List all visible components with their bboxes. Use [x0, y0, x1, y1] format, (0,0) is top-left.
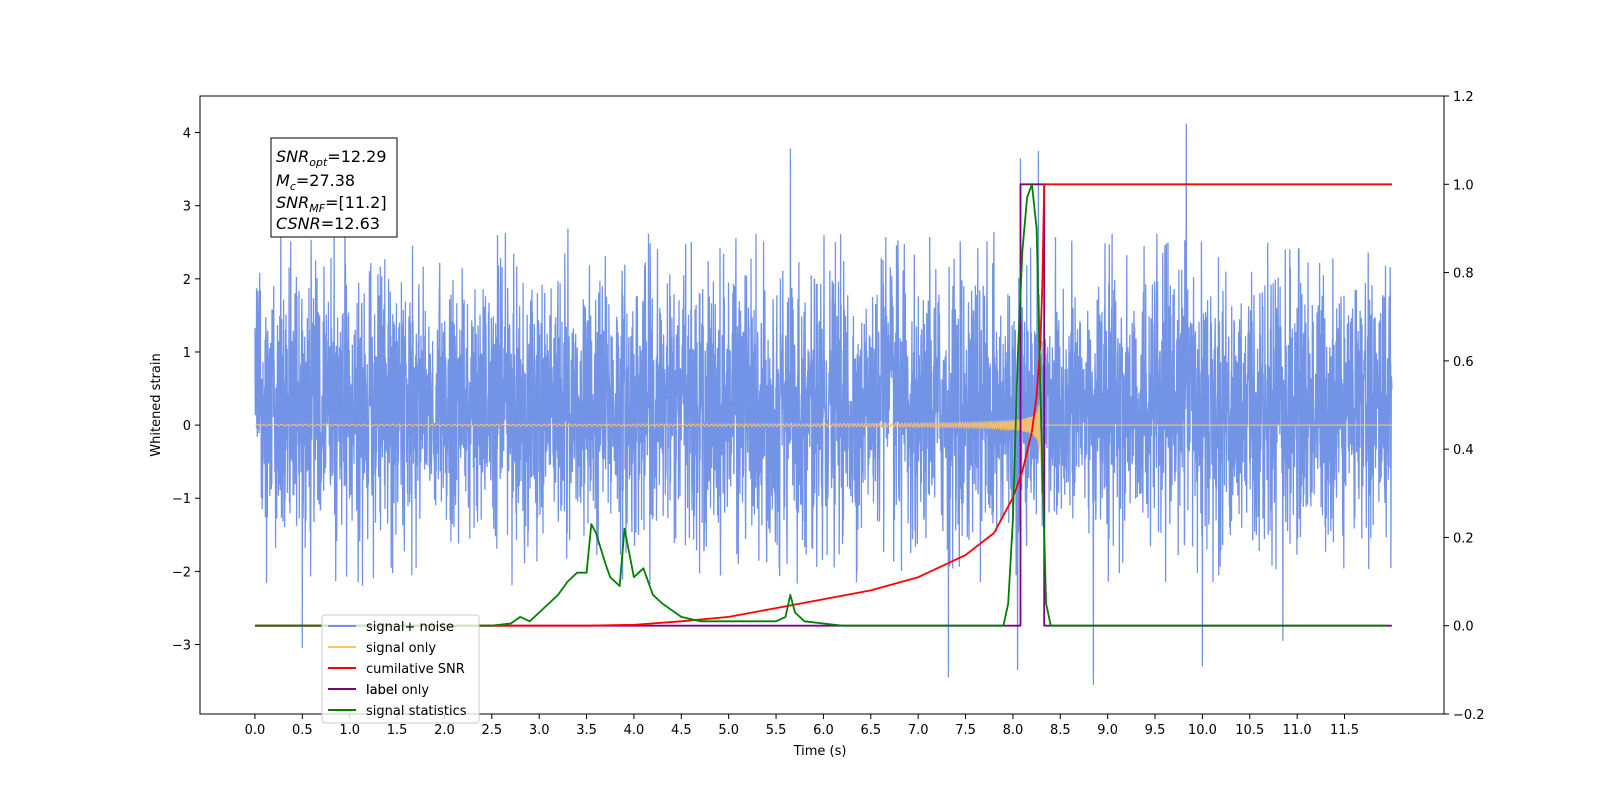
x-tick-label: 2.0 [434, 723, 455, 738]
y-axis-label: Whitened strain [149, 353, 164, 456]
legend-frame [321, 614, 480, 724]
x-tick-label: 8.5 [1050, 723, 1071, 738]
y-right-tick-label: 0.2 [1453, 531, 1474, 546]
x-tick-label: 1.0 [339, 723, 360, 738]
x-tick-label: 11.0 [1283, 723, 1312, 738]
plot-frame [199, 95, 1445, 715]
legend-label-label-only: label only [366, 683, 429, 698]
legend-label-signal-only: signal only [366, 641, 436, 656]
y-right-tick-label: 0.8 [1453, 267, 1474, 282]
x-tick-label: 6.5 [860, 723, 881, 738]
series-cumulative-snr-line [255, 183, 1392, 627]
x-tick-label: 10.5 [1235, 723, 1264, 738]
y-left-tick-label: 1 [183, 346, 191, 361]
x-tick-label: 9.5 [1145, 723, 1166, 738]
y-right-tick-label: 0.4 [1453, 443, 1474, 458]
y-left-tick-label: 3 [183, 200, 191, 215]
x-tick-label: 1.5 [387, 723, 408, 738]
x-tick-label: 7.0 [908, 723, 929, 738]
y-right-tick-label: 0.6 [1453, 355, 1474, 370]
x-tick-label: 5.5 [766, 723, 787, 738]
x-axis-ticks: 0.0 0.5 1.0 1.5 2.0 2.5 3.0 3.5 4.0 4.5 5.0 5.5 6.0 6… [245, 714, 1359, 738]
legend: signal+ noise signal only cumilative SNR… [321, 614, 480, 724]
annotation-snr-mf: SNRMF=[11.2] [276, 193, 387, 215]
y-left-tick-label: −2 [172, 565, 191, 580]
y-right-axis-ticks: 1.2 1.0 0.8 0.6 0.4 0.2 0.0 −0.2 [1444, 90, 1485, 723]
x-tick-label: 9.0 [1097, 723, 1118, 738]
annotation-mc: Mc=27.38 [276, 171, 355, 193]
x-tick-label: 2.5 [481, 723, 502, 738]
series-signal-only-line [254, 375, 1392, 462]
y-left-tick-label: −3 [172, 639, 191, 654]
x-tick-label: 6.0 [813, 723, 834, 738]
annotation-csnr: CSNR=12.63 [276, 214, 380, 233]
y-right-tick-label: 1.0 [1453, 178, 1474, 193]
x-tick-label: 4.5 [671, 723, 692, 738]
y-left-tick-label: −1 [172, 492, 191, 507]
x-tick-label: 11.5 [1330, 723, 1359, 738]
x-tick-label: 5.0 [718, 723, 739, 738]
x-tick-label: 4.0 [624, 723, 645, 738]
series-signal-noise-line [254, 123, 1393, 685]
x-tick-label: 10.0 [1188, 723, 1217, 738]
legend-label-label: label [366, 683, 397, 698]
legend-label-cumulative-snr: cumilative SNR [366, 662, 465, 677]
x-tick-label: 3.5 [576, 723, 597, 738]
y-left-axis-ticks: 4 3 2 1 0 −1 −2 −3 [172, 127, 200, 654]
y-left-tick-label: 0 [183, 419, 191, 434]
y-right-tick-label: 1.2 [1453, 90, 1474, 105]
annotation-snr-opt: SNRopt=12.29 [276, 147, 387, 169]
y-right-tick-label: −0.2 [1453, 708, 1485, 723]
y-left-tick-label: 4 [183, 127, 191, 142]
series-signal-statistics-line [255, 183, 1388, 627]
legend-label-signal-statistics: signal statistics [366, 704, 467, 719]
annotation-frame [270, 137, 398, 238]
y-right-tick-label: 0.0 [1453, 620, 1474, 635]
legend-label-signal-noise: signal+ noise [366, 620, 454, 635]
y-left-tick-label: 2 [183, 273, 191, 288]
series-layer [254, 123, 1393, 685]
x-axis-label: Time (s) [793, 744, 847, 759]
x-tick-label: 8.0 [1003, 723, 1024, 738]
annotation-box: SNRopt=12.29 Mc=27.38 SNRMF=[11.2] CSNR=… [270, 137, 398, 238]
x-tick-label: 3.0 [529, 723, 550, 738]
x-tick-label: 0.0 [245, 723, 266, 738]
x-tick-label: 0.5 [292, 723, 313, 738]
x-tick-label: 7.5 [955, 723, 976, 738]
